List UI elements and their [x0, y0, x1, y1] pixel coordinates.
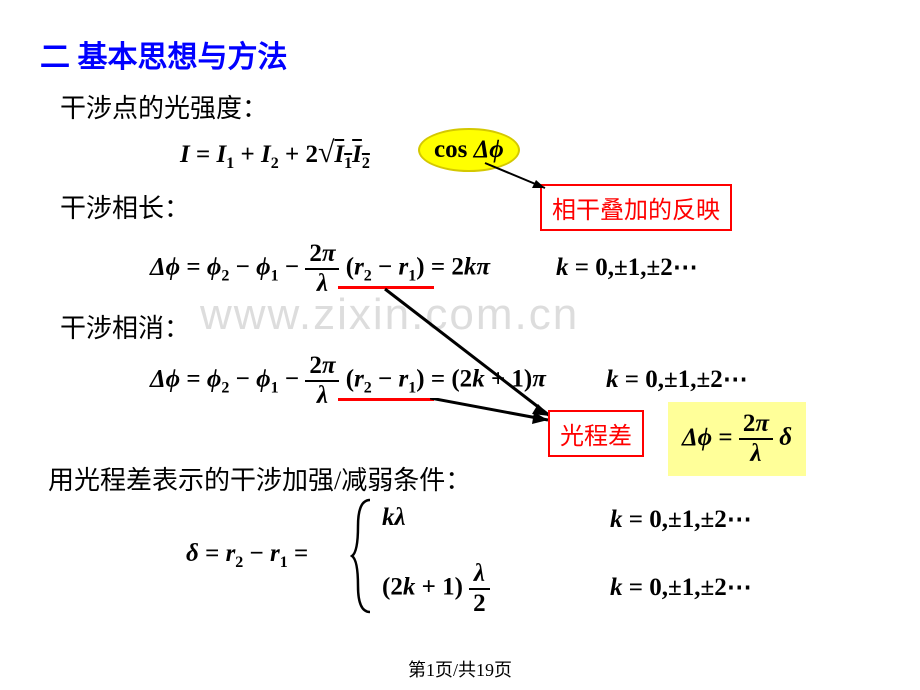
path-diff-box: 光程差	[548, 410, 644, 457]
delta-case2: (2k + 1) λ2	[382, 560, 490, 618]
delta-case1: kλ	[382, 504, 406, 532]
constructive-label: 干涉相长：	[60, 188, 190, 225]
intensity-formula: I = I1 + I2 + 2√I1I2	[180, 136, 370, 173]
k-range-1: k = 0,±1,±2⋯	[556, 252, 698, 282]
page-footer: 第1页/共19页	[0, 656, 920, 682]
k-range-4: k = 0,±1,±2⋯	[610, 572, 752, 602]
phase-path-formula-box: Δϕ = 2πλ δ	[668, 402, 806, 476]
pathdiff-cond-label: 用光程差表示的干涉加强/减弱条件：	[48, 460, 471, 497]
intensity-label: 干涉点的光强度：	[60, 88, 268, 125]
brace-icon	[350, 496, 378, 616]
destructive-label: 干涉相消：	[60, 308, 190, 345]
k-range-3: k = 0,±1,±2⋯	[610, 504, 752, 534]
slide: 二 基本思想与方法 干涉点的光强度： I = I1 + I2 + 2√I1I2 …	[0, 0, 920, 690]
k-range-2: k = 0,±1,±2⋯	[606, 364, 748, 394]
reflection-box: 相干叠加的反映	[540, 184, 732, 231]
section-title: 二 基本思想与方法	[40, 32, 288, 76]
delta-lhs: δ = r2 − r1 =	[186, 540, 308, 572]
arrow-bubble-to-box	[480, 158, 560, 198]
